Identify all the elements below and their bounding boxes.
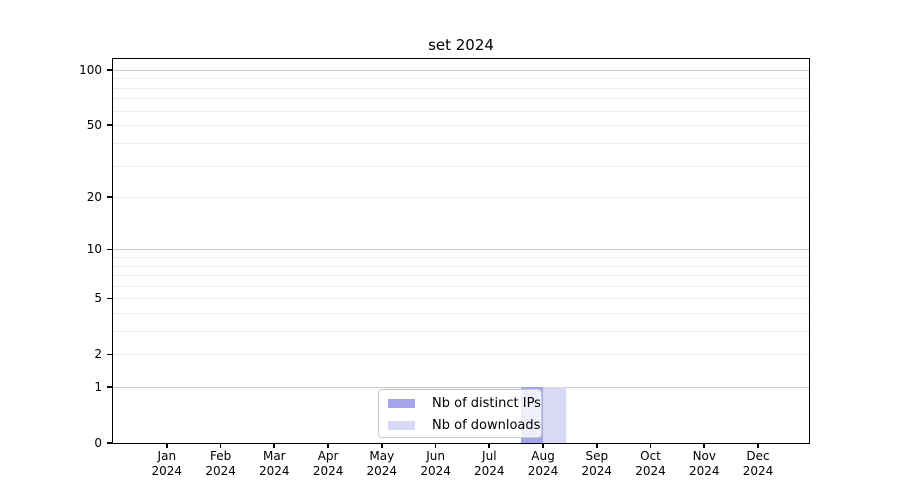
legend-label: Nb of downloads bbox=[432, 417, 541, 433]
y-tick-mark bbox=[107, 124, 112, 127]
x-tick-label: Apr 2024 bbox=[312, 449, 344, 478]
y-tick-label: 10 bbox=[86, 242, 102, 257]
bar-downloads bbox=[543, 387, 566, 444]
x-tick-mark bbox=[757, 443, 759, 448]
x-tick-label: Dec 2024 bbox=[742, 449, 774, 478]
x-tick-mark bbox=[595, 443, 598, 448]
gridline-minor bbox=[112, 78, 810, 80]
y-tick-mark bbox=[107, 196, 112, 198]
gridline-minor bbox=[112, 165, 810, 167]
x-tick-label: Jul 2024 bbox=[474, 449, 505, 478]
y-tick-mark bbox=[107, 353, 112, 356]
legend-swatch bbox=[388, 398, 415, 408]
x-tick-mark bbox=[380, 443, 383, 448]
y-tick-label: 50 bbox=[86, 118, 102, 133]
y-tick-label: 1 bbox=[94, 380, 102, 395]
x-tick-label: Aug 2024 bbox=[527, 449, 559, 478]
y-tick-mark bbox=[107, 442, 112, 445]
gridline-major bbox=[112, 249, 810, 251]
gridline-minor bbox=[112, 98, 810, 100]
gridline-major bbox=[112, 387, 810, 389]
x-tick-label: May 2024 bbox=[366, 449, 398, 478]
x-tick-label: Sep 2024 bbox=[581, 449, 613, 478]
y-tick-mark bbox=[107, 248, 112, 251]
chart-title: set 2024 bbox=[428, 36, 494, 54]
plot-area bbox=[112, 58, 810, 444]
gridline-minor bbox=[112, 313, 810, 315]
x-tick-mark bbox=[703, 443, 706, 448]
x-tick-mark bbox=[542, 443, 544, 448]
x-tick-mark bbox=[488, 443, 491, 448]
gridline-major bbox=[112, 69, 810, 71]
legend-label: Nb of distinct IPs bbox=[432, 395, 541, 411]
gridline-minor bbox=[112, 285, 810, 287]
y-tick-mark bbox=[107, 297, 112, 300]
y-tick-mark bbox=[107, 386, 112, 389]
gridline-minor bbox=[112, 354, 810, 356]
y-tick-label: 5 bbox=[94, 291, 102, 306]
y-tick-mark bbox=[107, 69, 112, 71]
x-tick-mark bbox=[649, 443, 652, 448]
gridline-minor bbox=[112, 197, 810, 198]
gridline-minor bbox=[112, 265, 810, 267]
gridline-minor bbox=[112, 257, 810, 258]
x-tick-label: Jun 2024 bbox=[420, 449, 451, 478]
gridline-minor bbox=[112, 275, 810, 277]
x-tick-mark bbox=[434, 443, 437, 448]
gridline-minor bbox=[112, 125, 810, 127]
x-tick-mark bbox=[166, 443, 168, 448]
x-tick-mark bbox=[219, 443, 222, 448]
legend-row: Nb of distinct IPs bbox=[379, 395, 541, 411]
legend-row: Nb of downloads bbox=[379, 417, 541, 433]
y-tick-label: 0 bbox=[94, 436, 102, 451]
x-tick-label: Nov 2024 bbox=[689, 449, 720, 478]
x-tick-label: Oct 2024 bbox=[635, 449, 666, 478]
gridline-minor bbox=[112, 142, 810, 144]
x-tick-label: Feb 2024 bbox=[205, 449, 236, 478]
gridline-minor bbox=[112, 110, 810, 112]
legend: Nb of distinct IPs Nb of downloads bbox=[378, 389, 542, 438]
x-tick-mark bbox=[327, 443, 329, 448]
x-tick-label: Jan 2024 bbox=[151, 449, 183, 478]
gridline-minor bbox=[112, 298, 810, 300]
x-tick-label: Mar 2024 bbox=[259, 449, 290, 478]
y-tick-label: 20 bbox=[86, 190, 102, 204]
gridline-minor bbox=[112, 331, 810, 333]
legend-swatch bbox=[388, 420, 415, 430]
y-tick-label: 2 bbox=[94, 347, 102, 362]
x-tick-mark bbox=[273, 443, 276, 448]
gridline-minor bbox=[112, 87, 810, 89]
y-tick-label: 100 bbox=[79, 62, 102, 77]
